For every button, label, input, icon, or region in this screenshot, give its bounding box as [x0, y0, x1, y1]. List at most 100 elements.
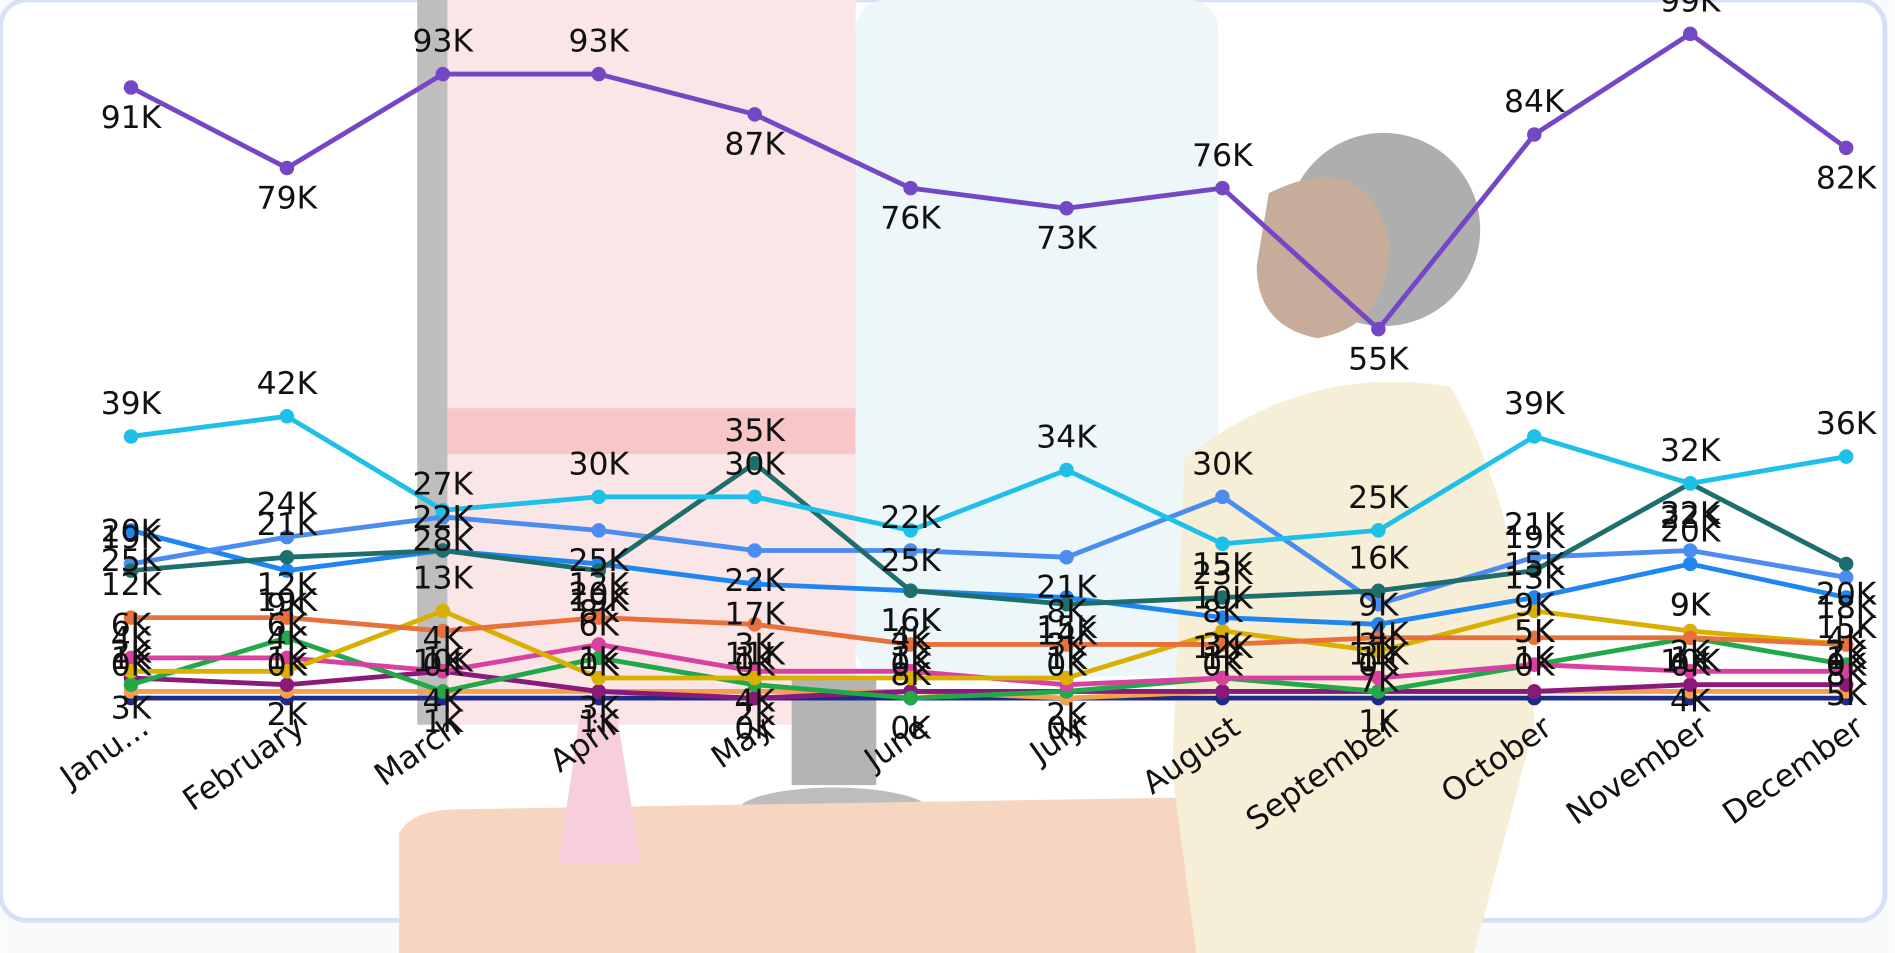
- data-point: [1682, 664, 1698, 679]
- data-point: [903, 690, 918, 706]
- data-label: 9K: [1358, 587, 1400, 623]
- data-label: 20K: [101, 514, 163, 550]
- data-label: 1K: [111, 641, 153, 677]
- data-label: 28K: [413, 523, 475, 559]
- data-label: 32K: [1660, 433, 1722, 469]
- data-label: 1K: [1514, 641, 1556, 677]
- data-point: [903, 180, 918, 196]
- series-line: [130, 608, 1847, 681]
- data-label: 10K: [1660, 643, 1722, 679]
- data-label: 1K: [734, 641, 776, 677]
- data-point: [1215, 670, 1230, 686]
- data-label: 8K: [578, 594, 620, 630]
- data-label: 1K: [1670, 641, 1712, 677]
- data-label: 34K: [1036, 420, 1098, 456]
- data-label: 13K: [413, 561, 475, 597]
- data-label: 79K: [257, 180, 319, 216]
- data-label: 25K: [101, 543, 163, 579]
- data-point: [903, 670, 918, 686]
- data-label: 16K: [880, 603, 942, 639]
- data-label: 22K: [413, 500, 475, 536]
- data-label: 22K: [724, 563, 786, 599]
- data-point: [591, 610, 607, 625]
- data-label: 10K: [1192, 581, 1254, 617]
- data-point: [1838, 590, 1854, 605]
- data-point: [1215, 637, 1230, 652]
- data-label: 19K: [568, 583, 630, 619]
- sales-poster: [447, 0, 856, 725]
- data-point: [435, 664, 451, 679]
- data-label: 39K: [101, 386, 163, 422]
- data-label: 15K: [1816, 610, 1878, 646]
- data-point: [1371, 583, 1386, 599]
- data-point: [1215, 623, 1230, 639]
- data-label: 0K: [267, 648, 309, 684]
- data-label: 22K: [1660, 500, 1722, 536]
- desk: [399, 797, 1221, 953]
- data-label: 21K: [1036, 570, 1098, 606]
- data-point: [279, 529, 295, 545]
- data-label: 12K: [1192, 630, 1254, 666]
- data-label: 39K: [1504, 386, 1566, 422]
- data-point: [123, 429, 139, 444]
- data-point: [903, 583, 918, 599]
- data-label: 0K: [1826, 648, 1868, 684]
- data-label: 0K: [1202, 648, 1244, 684]
- data-label: 24K: [257, 487, 319, 523]
- data-point: [1682, 543, 1698, 558]
- poster-stripe: [447, 408, 856, 455]
- data-point: [1215, 489, 1230, 505]
- data-point: [1371, 670, 1386, 686]
- data-label: 36K: [1816, 406, 1878, 442]
- data-point: [435, 66, 451, 82]
- data-point: [1371, 643, 1386, 659]
- data-label: 25K: [1348, 480, 1410, 516]
- data-label: 6K: [578, 607, 620, 643]
- data-point: [123, 563, 139, 578]
- data-label: 5K: [1514, 614, 1556, 650]
- data-label: 6K: [267, 607, 309, 643]
- data-point: [1215, 536, 1230, 552]
- data-point: [1215, 684, 1230, 699]
- data-point: [591, 637, 607, 652]
- data-label: 1K: [1202, 641, 1244, 677]
- data-point: [279, 650, 295, 666]
- series-line: [130, 635, 1847, 701]
- data-label: 15K: [1504, 547, 1566, 583]
- data-label: 2K: [267, 697, 309, 733]
- data-label: 1K: [1358, 641, 1400, 677]
- series-line: [130, 615, 1847, 647]
- data-label: 1K: [423, 704, 465, 740]
- data-point: [1527, 590, 1542, 605]
- data-label: 9K: [1514, 587, 1556, 623]
- data-label: 17K: [724, 596, 786, 632]
- data-point: [123, 610, 139, 625]
- person-face: [1256, 177, 1390, 339]
- data-label: 5K: [1514, 614, 1556, 650]
- data-point: [1215, 180, 1230, 196]
- data-label: 3K: [578, 690, 620, 726]
- data-label: 0K: [734, 711, 776, 747]
- data-label: 42K: [257, 366, 319, 402]
- data-label: 18K: [1816, 590, 1878, 626]
- data-label: 23K: [1192, 556, 1254, 592]
- data-label: 1K: [578, 641, 620, 677]
- data-label: 8K: [1826, 657, 1868, 693]
- data-point: [591, 489, 607, 505]
- data-label: 1K: [578, 704, 620, 740]
- data-label: 21K: [1504, 507, 1566, 543]
- data-point: [279, 549, 295, 565]
- data-label: 27K: [413, 467, 475, 503]
- data-point: [1682, 556, 1698, 572]
- data-label: 12K: [257, 567, 319, 603]
- data-label: 91K: [101, 100, 163, 136]
- data-label: 1K: [1046, 641, 1088, 677]
- data-label: 1K: [267, 641, 309, 677]
- data-label: 25K: [880, 543, 942, 579]
- data-label: 1K: [1202, 641, 1244, 677]
- data-point: [1215, 610, 1230, 625]
- data-point: [1838, 677, 1854, 692]
- data-label: 76K: [880, 201, 942, 237]
- data-point: [591, 523, 607, 538]
